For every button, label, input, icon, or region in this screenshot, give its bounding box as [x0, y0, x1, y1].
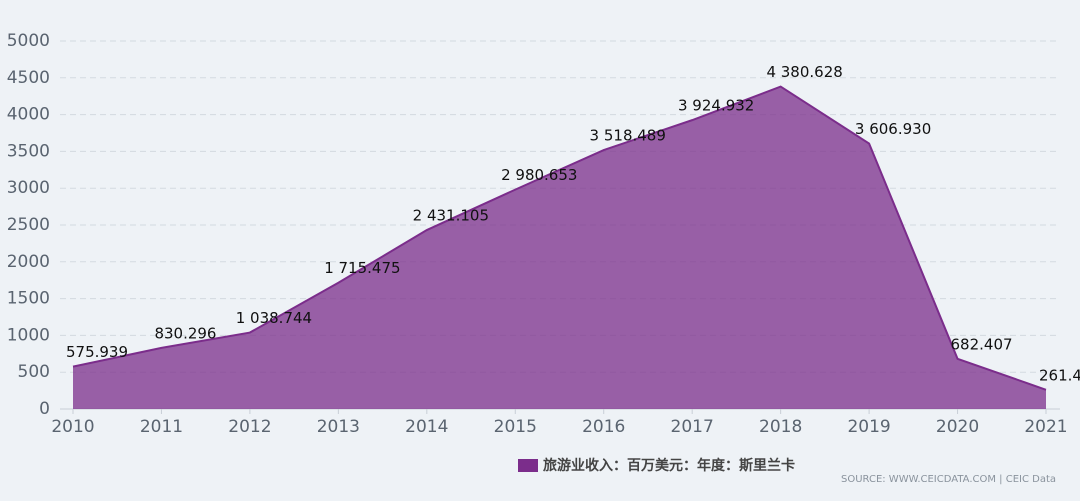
x-tick-label: 2014	[405, 417, 448, 437]
x-tick-label: 2012	[228, 417, 271, 437]
value-label: 3 518.489	[590, 127, 666, 145]
legend-label: 旅游业收入：百万美元：年度：斯里兰卡	[543, 457, 795, 474]
x-tick-label: 2017	[671, 417, 714, 437]
x-tick-label: 2011	[140, 417, 183, 437]
y-tick-label: 4000	[7, 105, 50, 125]
y-tick-label: 5000	[7, 31, 50, 51]
y-tick-label: 500	[18, 362, 50, 382]
line	[72, 85, 1047, 391]
x-tick-label: 2018	[759, 417, 802, 437]
value-label: 830.296	[154, 324, 216, 342]
value-label: 261.416	[1039, 366, 1080, 384]
y-tick-label: 2000	[7, 252, 50, 272]
value-label: 575.939	[66, 343, 128, 361]
legend-swatch	[518, 459, 538, 472]
y-tick-label: 3500	[7, 141, 50, 161]
value-label: 2 980.653	[501, 166, 577, 184]
x-tick-label: 2015	[494, 417, 537, 437]
y-tick-label: 1000	[7, 325, 50, 345]
value-label: 1 038.744	[236, 309, 312, 327]
x-tick-label: 2010	[51, 417, 94, 437]
x-tick-label: 2019	[847, 417, 890, 437]
value-label: 3 606.930	[855, 120, 931, 138]
x-tick-label: 2013	[317, 417, 360, 437]
value-label: 1 715.475	[324, 259, 400, 277]
x-tick-label: 2020	[936, 417, 979, 437]
y-tick-label: 2500	[7, 215, 50, 235]
value-label: 4 380.628	[766, 63, 842, 81]
value-label: 2 431.105	[413, 207, 489, 225]
value-label: 3 924.932	[678, 97, 754, 115]
y-tick-label: 0	[39, 399, 50, 419]
y-tick-label: 1500	[7, 289, 50, 309]
value-label: 682.407	[951, 335, 1013, 353]
y-tick-label: 3000	[7, 178, 50, 198]
source: SOURCE: WWW.CEICDATA.COM | CEIC Data	[841, 474, 1056, 485]
y-tick-label: 4500	[7, 68, 50, 88]
x-tick-label: 2016	[582, 417, 625, 437]
x-tick-label: 2021	[1024, 417, 1067, 437]
area	[73, 86, 1046, 409]
